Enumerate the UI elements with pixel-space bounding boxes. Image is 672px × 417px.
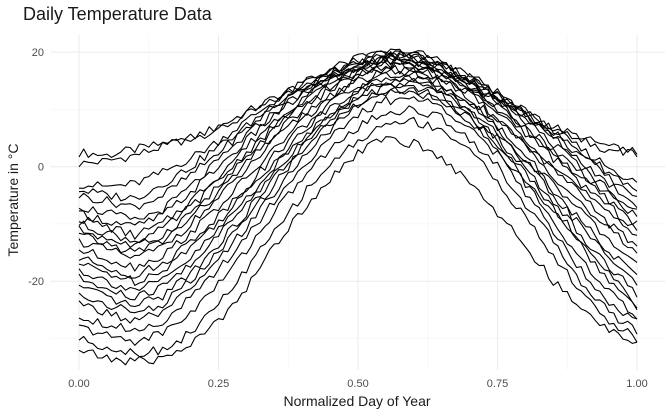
series-lines: [78, 48, 638, 366]
y-tick-label: -20: [28, 276, 44, 288]
x-axis-title: Normalized Day of Year: [283, 393, 430, 409]
temperature-series-line: [78, 53, 638, 240]
temperature-series-line: [78, 77, 638, 291]
x-axis-ticks: 0.00 0.25 0.50 0.75 1.00: [68, 378, 647, 390]
x-tick-label: 0.00: [68, 378, 89, 390]
temperature-series-line: [78, 64, 638, 259]
x-tick-label: 0.50: [347, 378, 368, 390]
temperature-series-line: [78, 82, 638, 309]
temperature-series-line: [78, 136, 638, 366]
grid: [51, 35, 665, 370]
chart-title: Daily Temperature Data: [23, 4, 213, 24]
temperature-series-line: [78, 86, 638, 314]
x-tick-label: 0.25: [208, 378, 229, 390]
temperature-series-line: [78, 55, 638, 226]
temperature-series-line: [78, 75, 638, 286]
temperature-series-line: [78, 88, 638, 324]
y-tick-label: 0: [38, 162, 44, 174]
temperature-series-line: [78, 95, 638, 332]
temperature-series-line: [78, 51, 638, 210]
y-tick-label: 20: [32, 47, 44, 59]
y-axis-ticks: -20 0 20: [28, 47, 44, 288]
x-tick-label: 0.75: [487, 378, 508, 390]
temperature-series-line: [79, 52, 638, 220]
temperature-series-line: [78, 67, 638, 272]
x-tick-label: 1.00: [626, 378, 647, 390]
y-axis-title: Temperature in °C: [5, 144, 21, 257]
temperature-series-line: [78, 116, 638, 358]
temperature-series-line: [78, 50, 638, 189]
temperature-series-line: [78, 105, 638, 346]
